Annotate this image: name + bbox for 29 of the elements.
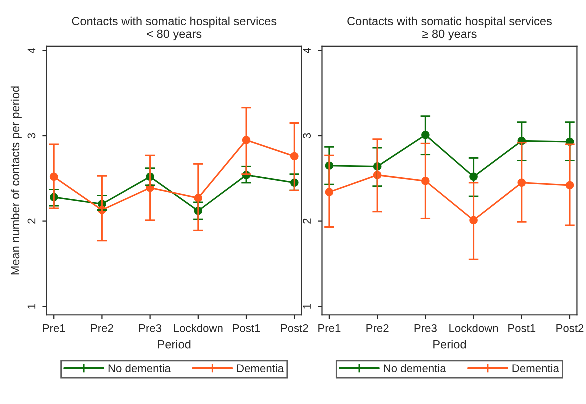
y-tick-label: 4 [303, 48, 311, 54]
x-tick-label: Post1 [508, 324, 536, 332]
chart-title: Contacts with somatic hospital services ≥ 80 years [348, 16, 552, 41]
x-axis-title: Period [158, 340, 191, 349]
legend-label: No dementia [108, 364, 171, 372]
legend-label: No dementia [384, 364, 446, 372]
x-tick-label: Post1 [233, 324, 260, 332]
x-tick-label: Post2 [281, 324, 308, 332]
x-tick-label: Post2 [556, 324, 584, 332]
y-tick-label: 2 [303, 218, 311, 224]
y-axis-title: Mean number of contacts per period [10, 86, 22, 275]
y-tick-label: 2 [28, 218, 36, 224]
x-tick-label: Lockdown [450, 324, 498, 332]
chart-title: Contacts with somatic hospital services < 80 years [72, 16, 277, 41]
y-tick-label: 3 [28, 133, 36, 139]
y-tick-label: 1 [303, 304, 311, 309]
x-tick-label: Pre2 [366, 324, 389, 332]
x-tick-label: Lockdown [174, 324, 223, 332]
y-tick-label: 1 [28, 304, 36, 309]
x-tick-label: Pre1 [43, 324, 66, 332]
x-tick-label: Pre3 [139, 324, 162, 332]
y-tick-label: 4 [28, 48, 36, 54]
y-tick-label: 3 [303, 133, 312, 139]
x-tick-label: Pre3 [414, 324, 437, 332]
x-tick-label: Pre2 [91, 324, 114, 332]
legend-label: Dementia [512, 364, 560, 372]
legend-label: Dementia [237, 364, 284, 372]
x-axis-title: Period [434, 340, 466, 349]
x-tick-label: Pre1 [318, 324, 341, 332]
